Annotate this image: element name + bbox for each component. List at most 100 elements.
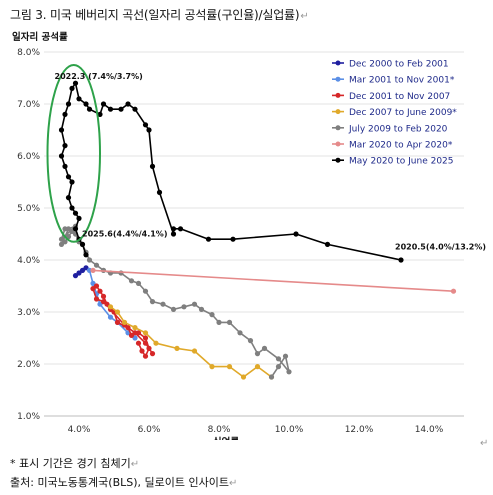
data-point: [86, 257, 93, 263]
data-point: [100, 101, 107, 107]
data-point: [100, 299, 107, 305]
y-tick-label: 2.0%: [17, 360, 40, 370]
data-point: [268, 374, 275, 380]
data-point: [247, 338, 254, 344]
data-point: [93, 296, 100, 302]
annotation-label: 2025.6(4.4%/4.1%): [82, 230, 167, 239]
data-point: [237, 330, 243, 336]
legend-item-label: Mar 2001 to Nov 2001*: [349, 76, 455, 86]
data-point: [139, 348, 145, 354]
data-point: [160, 301, 166, 307]
data-point: [114, 319, 121, 325]
data-point: [97, 288, 103, 294]
data-point: [181, 304, 187, 310]
data-point: [198, 306, 205, 312]
series-line: [60, 225, 290, 378]
data-point: [79, 241, 86, 247]
data-point: [226, 364, 233, 370]
data-point: [65, 234, 72, 240]
data-point: [286, 369, 292, 375]
x-tick-label: 12.0%: [345, 425, 374, 435]
annotation-label: 2022.3 (7.4%/3.7%): [55, 72, 143, 81]
data-point: [135, 280, 142, 286]
legend-item-label: Mar 2020 to Apr 2020*: [349, 141, 453, 151]
x-tick-label: 14.0%: [415, 425, 444, 435]
data-point: [156, 189, 163, 195]
paragraph-mark: ↵: [480, 438, 489, 449]
data-point: [149, 351, 156, 357]
data-point: [100, 293, 107, 299]
data-point: [170, 306, 177, 312]
data-point: [76, 215, 82, 221]
data-point: [177, 226, 184, 232]
data-point: [205, 236, 212, 242]
data-point: [69, 179, 75, 185]
data-point: [216, 319, 222, 325]
data-point: [142, 340, 149, 346]
data-point: [132, 106, 138, 112]
data-point: [121, 319, 128, 325]
y-axis-label: 일자리 공석률: [12, 31, 68, 43]
data-point: [97, 111, 103, 117]
data-point: [149, 163, 156, 169]
data-point: [324, 241, 331, 247]
data-point: [142, 353, 149, 359]
y-tick-label: 8.0%: [17, 48, 40, 58]
data-point: [83, 101, 89, 107]
x-tick-label: 8.0%: [208, 425, 231, 435]
x-axis-label: 실업률: [213, 436, 239, 440]
data-point: [398, 257, 404, 263]
y-tick-label: 5.0%: [17, 204, 40, 214]
data-point: [275, 364, 282, 370]
data-point: [240, 374, 247, 380]
data-point: [90, 267, 96, 273]
y-tick-label: 7.0%: [17, 100, 40, 110]
annotation-label: 2020.5(4.0%/13.2%): [395, 243, 486, 252]
data-point: [153, 340, 159, 346]
data-point: [107, 304, 114, 310]
legend-swatch-marker: [335, 60, 341, 66]
legend-item-label: Dec 2007 to June 2009*: [349, 108, 457, 118]
legend-item-label: July 2009 to Feb 2020: [348, 124, 448, 134]
data-point: [254, 364, 261, 370]
data-point: [58, 241, 65, 247]
data-point: [125, 101, 131, 107]
data-point: [254, 351, 261, 357]
data-point: [72, 80, 79, 86]
data-point: [191, 348, 198, 354]
y-tick-label: 6.0%: [17, 152, 40, 162]
data-point: [282, 353, 289, 359]
data-point: [62, 143, 68, 149]
data-point: [65, 101, 72, 107]
data-point: [93, 262, 100, 268]
data-point: [65, 174, 72, 180]
data-point: [142, 288, 149, 294]
x-tick-label: 6.0%: [138, 425, 161, 435]
data-point: [450, 288, 457, 294]
beveridge-curve-chart: 1.0% 2.0% 3.0% 4.0% 5.0% 6.0% 7.0% 8.0% 4.0% 6.0%…: [12, 31, 486, 440]
footnote: * 표시 기간은 경기 침체기↵: [10, 457, 140, 470]
data-point: [72, 226, 79, 232]
data-point: [107, 314, 114, 320]
legend-swatch-marker: [335, 92, 341, 98]
data-point: [226, 319, 233, 325]
data-point: [170, 226, 177, 232]
data-point: [107, 106, 114, 112]
data-point: [209, 312, 215, 318]
data-point: [62, 226, 68, 232]
data-point: [275, 356, 282, 362]
legend-swatch-marker: [335, 109, 341, 115]
y-tick-label: 3.0%: [17, 308, 40, 318]
x-tick-label: 10.0%: [275, 425, 304, 435]
data-point: [230, 236, 236, 242]
data-point: [149, 299, 156, 305]
data-point: [209, 364, 215, 370]
legend-item-label: May 2020 to June 2025: [349, 157, 454, 167]
data-point: [118, 106, 124, 112]
data-point: [83, 252, 89, 258]
legend-swatch-marker: [335, 157, 341, 163]
x-tick-label: 4.0%: [68, 425, 91, 435]
highlight-ellipse: [46, 63, 101, 243]
data-point: [142, 335, 149, 341]
data-point: [58, 127, 65, 133]
